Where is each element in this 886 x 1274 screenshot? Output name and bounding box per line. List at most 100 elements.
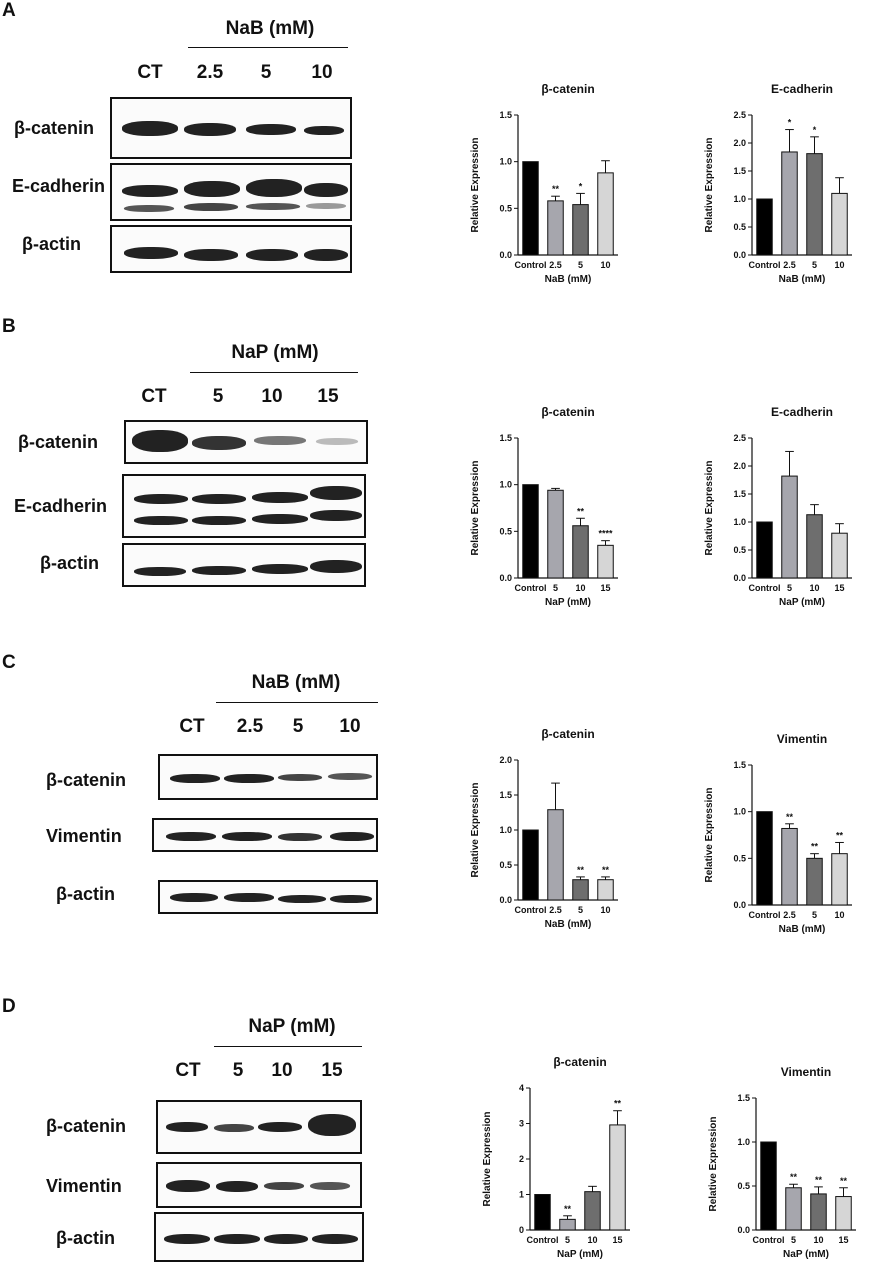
bar-chart: Vimentin 0.0 0.5 1.0 1.5 Relative Expression C… xyxy=(708,1065,856,1260)
y-tick-label: 0.0 xyxy=(737,1225,750,1235)
bar xyxy=(781,827,798,906)
bar xyxy=(609,1124,626,1231)
bar-chart: E-cadherin 0.0 0.5 1.0 1.5 2.0 2.5 Relative Exp… xyxy=(704,82,852,285)
blot-row-label: β-actin xyxy=(40,553,99,573)
x-axis-label: NaB (mM) xyxy=(779,924,826,935)
bar xyxy=(756,198,773,256)
panel-letter: C xyxy=(2,652,16,673)
lane-label: 15 xyxy=(317,386,339,407)
bar xyxy=(522,829,539,901)
y-axis-label: Relative Expression xyxy=(708,1116,719,1211)
bar xyxy=(831,192,848,256)
x-tick-label: 10 xyxy=(600,260,610,270)
treatment-title: NaP (mM) xyxy=(248,1016,336,1037)
blot-row-label: β-catenin xyxy=(46,770,126,790)
x-tick-label: 10 xyxy=(575,583,585,593)
y-tick-label: 1.0 xyxy=(499,825,512,835)
lane-label: 10 xyxy=(339,716,361,737)
significance-label: ** xyxy=(602,865,610,875)
y-tick-label: 1.0 xyxy=(737,1137,750,1147)
bar xyxy=(785,1187,802,1231)
y-tick-label: 1.5 xyxy=(499,110,512,120)
x-tick-label: 5 xyxy=(553,583,558,593)
y-tick-label: 1.0 xyxy=(499,157,512,167)
blot-row-label: β-actin xyxy=(56,884,115,904)
blot-row-label: β-catenin xyxy=(46,1116,126,1136)
lane-label: CT xyxy=(179,716,205,737)
significance-label: ** xyxy=(577,865,585,875)
bar xyxy=(756,811,773,906)
bar-chart: β-catenin 0 1 2 3 4 Relative Expression Control… xyxy=(482,1055,630,1260)
bar xyxy=(597,544,614,579)
blot-beta-actin xyxy=(110,225,352,273)
blot-beta-catenin xyxy=(156,1100,362,1154)
y-tick-label: 2.0 xyxy=(499,755,512,765)
y-tick-label: 1.5 xyxy=(499,790,512,800)
bar xyxy=(597,879,614,901)
y-tick-label: 0 xyxy=(519,1225,524,1235)
blot-beta-actin xyxy=(158,880,378,914)
lane-label: 10 xyxy=(261,386,283,407)
bar xyxy=(756,521,773,579)
blot-beta-actin xyxy=(122,543,366,587)
x-tick-label: Control xyxy=(749,583,781,593)
blot-row-label: β-actin xyxy=(22,234,81,254)
y-tick-label: 4 xyxy=(519,1083,524,1093)
bar xyxy=(781,151,798,256)
lane-label: CT xyxy=(137,62,163,83)
x-tick-label: 15 xyxy=(612,1235,622,1245)
blot-vimentin xyxy=(152,818,378,852)
x-tick-label: 10 xyxy=(834,260,844,270)
bar xyxy=(534,1194,551,1231)
x-tick-label: 5 xyxy=(565,1235,570,1245)
bar xyxy=(572,525,589,579)
lane-label: 5 xyxy=(260,62,272,83)
y-axis-label: Relative Expression xyxy=(470,137,481,232)
significance-label: ** xyxy=(577,506,585,516)
chart-title: Vimentin xyxy=(777,732,827,746)
bar xyxy=(522,484,539,579)
significance-label: ** xyxy=(811,842,819,852)
blot-row-label: Vimentin xyxy=(46,826,122,846)
y-tick-label: 1.5 xyxy=(733,166,746,176)
bar xyxy=(781,475,798,579)
blot-e-cadherin xyxy=(122,474,366,538)
chart-title: β-catenin xyxy=(541,727,594,741)
x-tick-label: Control xyxy=(753,1235,785,1245)
blot-row-label: β-actin xyxy=(56,1228,115,1248)
x-tick-label: Control xyxy=(527,1235,559,1245)
y-axis-label: Relative Expression xyxy=(482,1111,493,1206)
x-tick-label: 5 xyxy=(787,583,792,593)
x-tick-label: 5 xyxy=(578,905,583,915)
x-tick-label: 10 xyxy=(809,583,819,593)
bar xyxy=(547,200,564,256)
y-tick-label: 0.5 xyxy=(499,203,512,213)
y-tick-label: 2.0 xyxy=(733,138,746,148)
lane-label: 15 xyxy=(321,1060,343,1081)
x-axis-label: NaP (mM) xyxy=(783,1249,829,1260)
bar-chart: E-cadherin 0.0 0.5 1.0 1.5 2.0 2.5 Relative Exp… xyxy=(704,405,852,608)
bar xyxy=(547,489,564,579)
significance-label: ** xyxy=(552,184,560,194)
bar xyxy=(835,1196,852,1231)
y-tick-label: 2 xyxy=(519,1154,524,1164)
treatment-line xyxy=(188,47,348,48)
blot-row-label: E-cadherin xyxy=(12,176,106,196)
chart-title: E-cadherin xyxy=(771,82,833,96)
y-axis-label: Relative Expression xyxy=(704,137,715,232)
x-tick-label: 15 xyxy=(600,583,610,593)
lane-label: 10 xyxy=(311,62,333,83)
significance-label: ** xyxy=(836,830,844,840)
bar xyxy=(584,1191,601,1231)
y-tick-label: 1.0 xyxy=(733,807,746,817)
blot-beta-actin xyxy=(154,1212,364,1262)
y-tick-label: 0.5 xyxy=(733,853,746,863)
chart-title: E-cadherin xyxy=(771,405,833,419)
bar xyxy=(559,1218,576,1231)
y-tick-label: 0.5 xyxy=(499,860,512,870)
y-tick-label: 0.5 xyxy=(733,222,746,232)
treatment-title: NaB (mM) xyxy=(251,672,341,693)
bar-chart: Vimentin 0.0 0.5 1.0 1.5 Relative Expression C… xyxy=(704,732,852,935)
y-axis-label: Relative Expression xyxy=(470,460,481,555)
blot-e-cadherin xyxy=(110,163,352,221)
